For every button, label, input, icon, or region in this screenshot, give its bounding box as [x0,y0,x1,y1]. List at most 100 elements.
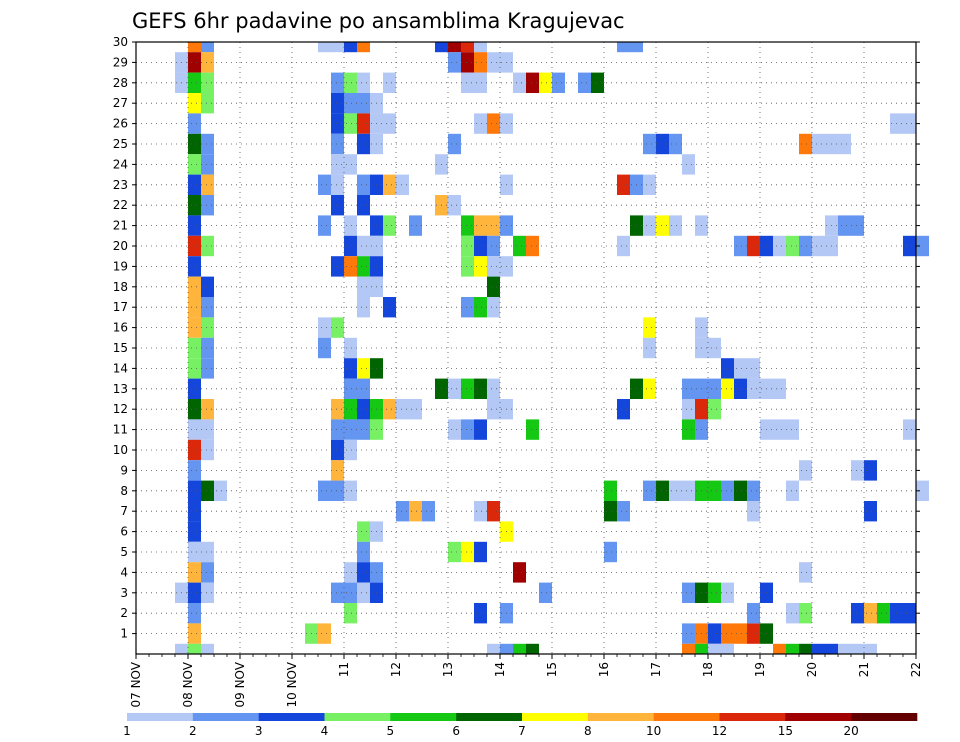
heatmap-cell [682,623,695,644]
heatmap-cell [188,72,201,93]
x-tick-label: 16 [597,662,611,677]
heatmap-cell [461,72,474,93]
heatmap-cell [721,643,734,654]
heatmap-cell [474,256,487,277]
heatmap-cell [188,113,201,134]
heatmap-cell [864,460,877,481]
heatmap-cell [331,256,344,277]
heatmap-cell [734,358,747,379]
y-tick-label: 14 [113,361,128,375]
heatmap-cell [721,480,734,501]
heatmap-cell [201,235,214,257]
heatmap-cell [461,297,474,318]
heatmap-cell [682,582,695,603]
colorbar-swatch [719,713,786,721]
chart-title: GEFS 6hr padavine po ansamblima Kragujev… [132,9,625,33]
heatmap-cell [669,215,682,236]
heatmap-cell [331,419,344,440]
heatmap-cell [682,378,695,399]
x-tick-label: 09 NOV [233,661,247,707]
heatmap-cell [799,603,812,624]
heatmap-cell [175,643,188,654]
heatmap-cell [201,276,214,297]
heatmap-cell [357,399,370,420]
x-tick-label: 10 NOV [285,661,299,707]
heatmap-cell [344,562,357,583]
heatmap-cell [409,501,422,522]
heatmap-cell [201,358,214,379]
heatmap-cell [682,154,695,175]
heatmap-cell [448,42,461,53]
heatmap-cell [188,460,201,481]
heatmap-cell [851,460,864,481]
heatmap-cell [318,215,331,236]
heatmap-cell [357,133,370,155]
heatmap-cell [383,72,396,93]
y-tick-label: 25 [113,137,128,151]
heatmap-cell [604,480,617,501]
heatmap-cell [188,195,201,216]
heatmap-cell [188,93,201,114]
heatmap-cell [318,623,331,644]
heatmap-cell [344,480,357,501]
colorbar-swatch [653,713,720,721]
heatmap-cell [864,603,877,624]
heatmap-cell [383,113,396,134]
heatmap-cell [448,378,461,399]
x-tick-label: 17 [649,662,663,677]
heatmap-cell [669,480,682,501]
heatmap-cell [825,643,838,654]
heatmap-cell [851,603,864,624]
colorbar-label: 7 [518,724,526,738]
heatmap-cell [617,174,630,195]
heatmap-cell [461,378,474,399]
heatmap-cell [708,378,721,399]
heatmap-cell [786,480,799,501]
heatmap-cell [188,562,201,583]
heatmap-cell [799,562,812,583]
y-tick-label: 13 [113,382,128,396]
colorbar-label: 4 [321,724,329,738]
y-tick-label: 23 [113,178,128,192]
heatmap-cell [708,480,721,501]
heatmap-cell [188,276,201,297]
colorbar-swatch [522,713,589,721]
heatmap-cell [396,399,409,420]
heatmap-cell [773,419,786,440]
heatmap-cell [201,439,214,461]
heatmap-cell [188,256,201,277]
heatmap-cell [747,358,760,379]
heatmap-cell [604,541,617,563]
heatmap-cell [383,215,396,236]
heatmap-cell [838,133,851,155]
heatmap-cell [851,215,864,236]
heatmap-cell [188,215,201,236]
heatmap-cell [747,501,760,522]
heatmap-cell [487,399,500,420]
heatmap-cell [201,93,214,114]
colorbar-label: 3 [255,724,263,738]
colorbar-swatch [324,713,391,721]
heatmap-cell [474,215,487,236]
y-tick-label: 19 [113,259,128,273]
y-tick-label: 15 [113,341,128,355]
colorbar-label: 10 [646,724,661,738]
heatmap-cell [201,541,214,563]
y-tick-label: 5 [120,545,128,559]
heatmap-cell [708,643,721,654]
heatmap-cell [799,460,812,481]
heatmap-cell [357,174,370,195]
heatmap-cells [175,42,929,654]
heatmap-cell [201,399,214,420]
colorbar-label: 12 [712,724,727,738]
x-tick-label: 14 [493,662,507,677]
heatmap-cell [643,133,656,155]
y-tick-label: 22 [113,198,128,212]
heatmap-cell [331,480,344,501]
heatmap-cell [786,603,799,624]
heatmap-cell [331,113,344,134]
heatmap-cell [201,419,214,440]
heatmap-cell [357,72,370,93]
heatmap-cell [318,317,331,338]
heatmap-cell [643,337,656,359]
